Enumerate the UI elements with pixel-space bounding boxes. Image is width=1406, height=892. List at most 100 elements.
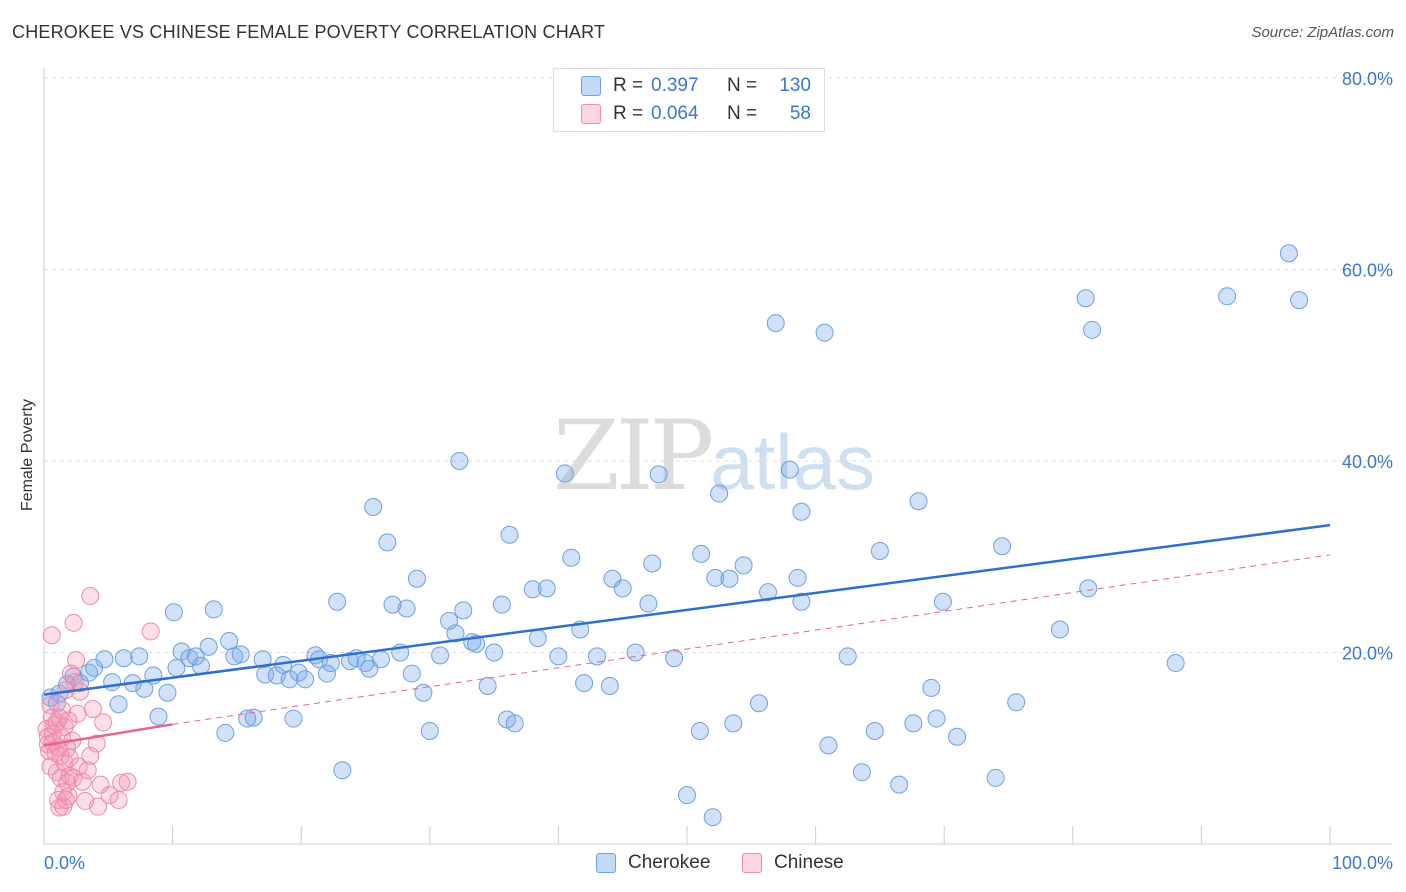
cherokee-point [703, 808, 722, 827]
cherokee-point [1076, 289, 1095, 308]
source-credit: Source: ZipAtlas.com [1251, 24, 1394, 41]
cherokee-point [420, 722, 439, 741]
cherokee-point [284, 709, 303, 728]
cherokee-point [692, 544, 711, 563]
cherokee-point [191, 656, 210, 675]
x-tick-label: 100.0% [1332, 853, 1393, 873]
cherokee-point [431, 646, 450, 665]
cherokee-point [613, 579, 632, 598]
y-tick-label: 40.0% [1342, 452, 1393, 472]
legend-item-cherokee[interactable]: Cherokee [596, 852, 710, 874]
chinese-point [94, 713, 113, 732]
cherokee-point [289, 663, 308, 682]
chinese-swatch [742, 853, 762, 873]
chinese-point [91, 775, 110, 794]
cherokee-point [500, 525, 519, 544]
cherokee-point [328, 592, 347, 611]
cherokee-point [1166, 654, 1185, 673]
cherokee-point [397, 599, 416, 618]
chinese-point [89, 797, 108, 816]
chinese-point [87, 734, 106, 753]
cherokee-point [103, 673, 122, 692]
cherokee-point [792, 502, 811, 521]
legend-item-chinese[interactable]: Chinese [742, 852, 844, 874]
cherokee-point [1007, 693, 1026, 712]
chinese-point [59, 787, 78, 806]
cherokee-point [1050, 620, 1069, 639]
legend-r-value: 0.397 [651, 75, 699, 96]
cherokee-point [402, 664, 421, 683]
cherokee-point [414, 683, 433, 702]
series-legend: Cherokee Chinese [0, 852, 1406, 878]
cherokee-point [478, 677, 497, 696]
chinese-point [64, 613, 83, 632]
cherokee-point [904, 714, 923, 733]
legend-n-label: N = [727, 75, 758, 96]
legend-n-label: N = [727, 103, 758, 124]
cherokee-point [407, 569, 426, 588]
cherokee-point [244, 708, 263, 727]
cherokee-point [1290, 291, 1309, 310]
legend-row-chinese: R = 0.064 N = 58 [554, 101, 811, 127]
cherokee-point [788, 568, 807, 587]
cherokee-point [333, 761, 352, 780]
chinese-swatch [581, 104, 601, 124]
legend-label-chinese: Chinese [774, 852, 844, 873]
chinese-point [42, 626, 61, 645]
chinese-point [141, 622, 160, 641]
legend-n-value: 58 [789, 103, 811, 124]
cherokee-point [766, 314, 785, 333]
cherokee-point [993, 537, 1012, 556]
cherokee-point [378, 533, 397, 552]
cherokee-point [890, 775, 909, 794]
cherokee-point [450, 452, 469, 470]
chinese-trend-line [43, 723, 173, 747]
cherokee-point [204, 600, 223, 619]
chinese-point [118, 772, 137, 791]
cherokee-point [454, 601, 473, 620]
cherokee-point [549, 647, 568, 666]
cherokee-point [643, 554, 662, 573]
cherokee-point [528, 629, 547, 648]
cherokee-point [639, 594, 658, 613]
cherokee-point [750, 694, 769, 713]
y-tick-label: 60.0% [1342, 261, 1393, 281]
cherokee-point [114, 649, 133, 668]
cherokee-point [649, 465, 668, 484]
chinese-point [112, 773, 131, 792]
cherokee-point [199, 637, 218, 656]
cherokee-point [587, 647, 606, 666]
chinese-point [55, 753, 74, 772]
cherokee-point [446, 624, 465, 643]
chart-title: CHEROKEE VS CHINESE FEMALE POVERTY CORRE… [12, 22, 606, 42]
cherokee-swatch [596, 853, 616, 873]
y-tick-label: 20.0% [1342, 644, 1393, 664]
chinese-point [81, 587, 100, 606]
cherokee-point [562, 548, 581, 567]
cherokee-point [225, 647, 244, 666]
chinese-point [59, 711, 78, 730]
chinese-point [83, 699, 102, 718]
chinese-point [40, 742, 59, 761]
cherokee-point [492, 595, 511, 614]
cherokee-trend-line [43, 523, 1331, 696]
correlation-legend: R = 0.397 N = 130 R = 0.064 N = 58 [553, 68, 825, 132]
cherokee-point [819, 736, 838, 755]
cherokee-point [927, 709, 946, 728]
cherokee-point [865, 722, 884, 741]
chinese-point [100, 786, 119, 805]
cherokee-point [172, 642, 191, 661]
cherokee-swatch [581, 76, 601, 96]
cherokee-point [296, 670, 315, 689]
cherokee-point [158, 683, 177, 702]
chinese-point [53, 700, 72, 719]
cherokee-point [948, 727, 967, 746]
cherokee-point [734, 556, 753, 575]
y-tick-label: 80.0% [1342, 69, 1393, 89]
legend-label-cherokee: Cherokee [628, 852, 711, 873]
cherokee-point [870, 542, 889, 561]
legend-row-cherokee: R = 0.397 N = 130 [554, 73, 811, 99]
cherokee-point [575, 674, 594, 693]
cherokee-point [523, 580, 542, 599]
